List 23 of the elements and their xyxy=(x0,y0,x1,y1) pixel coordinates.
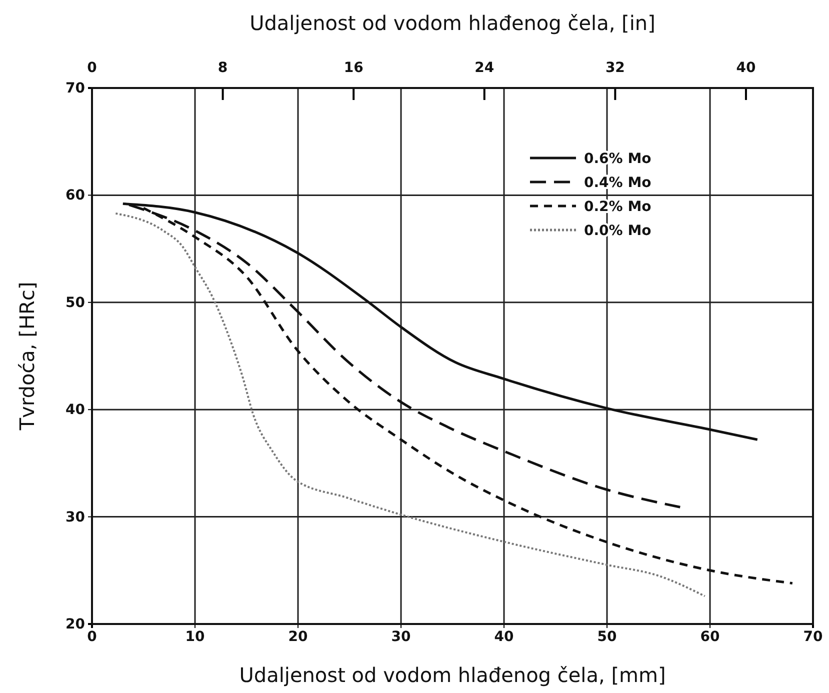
x-tick-label: 50 xyxy=(597,628,617,645)
y-tick-label: 30 xyxy=(66,509,86,526)
x-tick-label: 10 xyxy=(185,628,205,645)
y-axis-title: Tvrdoća, [HRc] xyxy=(15,282,39,432)
x2-tick-label: 0 xyxy=(87,60,98,76)
x-tick-label: 40 xyxy=(494,628,514,645)
x-tick-label: 60 xyxy=(700,628,720,645)
x2-tick-label: 8 xyxy=(218,60,228,76)
x-tick-label: 30 xyxy=(391,628,411,645)
x2-tick-label: 24 xyxy=(474,60,494,76)
x2-tick-label: 40 xyxy=(736,60,756,76)
x-tick-label: 20 xyxy=(288,628,308,645)
x-axis-title: Udaljenost od vodom hlađenog čela, [mm] xyxy=(239,663,666,687)
y-tick-label: 60 xyxy=(66,188,86,204)
x-tick-label: 70 xyxy=(803,628,823,645)
x2-tick-label: 32 xyxy=(605,60,625,76)
x-tick-label: 0 xyxy=(87,628,98,645)
x2-axis-title: Udaljenost od vodom hlađenog čela, [in] xyxy=(250,11,656,35)
x2-tick-label: 16 xyxy=(344,60,364,76)
y-tick-label: 50 xyxy=(66,294,86,311)
y-tick-label: 40 xyxy=(66,402,86,418)
y-tick-label: 20 xyxy=(66,616,86,632)
y-tick-label: 70 xyxy=(66,80,86,96)
